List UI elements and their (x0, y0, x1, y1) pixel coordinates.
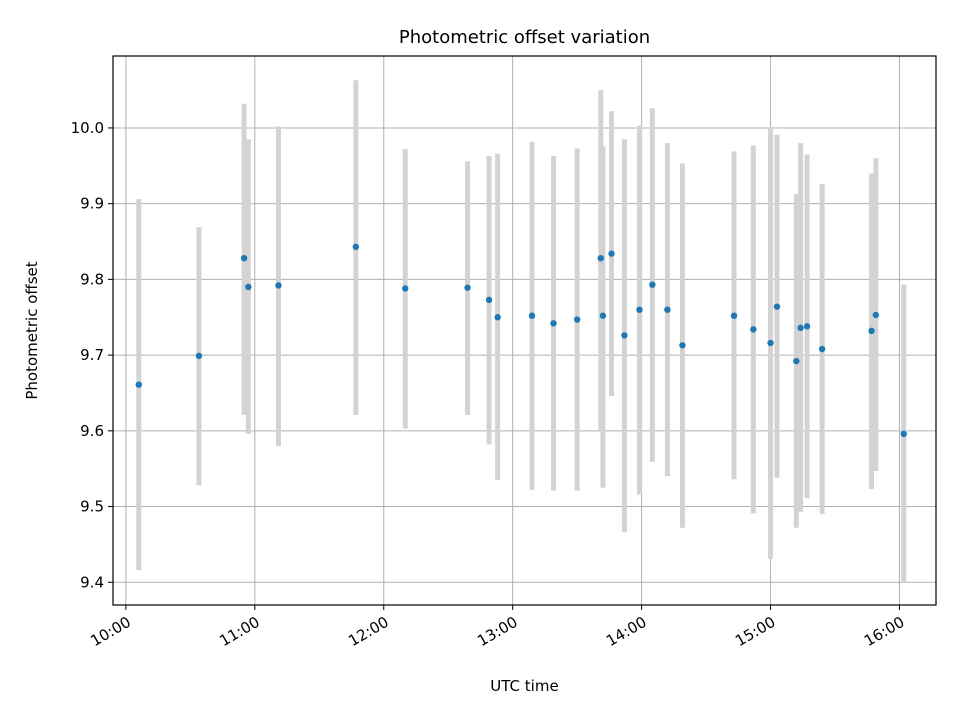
x-tick-label: 16:00 (861, 613, 907, 650)
plot-frame (112, 55, 937, 606)
x-tick-label: 11:00 (216, 613, 262, 650)
data-point (868, 327, 875, 335)
data-point (245, 283, 252, 291)
data-point (872, 311, 880, 319)
y-tick-label: 9.9 (80, 195, 104, 213)
data-point (494, 314, 501, 321)
y-tick-label: 10.0 (71, 119, 104, 137)
data-point (621, 332, 628, 339)
x-axis-label: UTC time (490, 677, 558, 695)
grid (113, 56, 936, 605)
error-bars (136, 80, 907, 584)
data-point (573, 316, 581, 323)
data-point (797, 324, 804, 332)
data-points (135, 243, 907, 438)
data-point (636, 306, 643, 313)
x-tick-label: 13:00 (474, 613, 520, 650)
data-point (597, 254, 604, 262)
data-point (750, 326, 757, 333)
data-point (135, 381, 142, 388)
data-point (195, 352, 203, 360)
x-tick-label: 14:00 (603, 613, 649, 650)
x-axis: 10:00 11:00 12:00 13:00 14:00 15:00 16:00 (87, 605, 907, 650)
data-point (352, 243, 360, 251)
data-point (528, 312, 536, 319)
y-tick-label: 9.8 (80, 270, 104, 288)
data-point (550, 320, 557, 327)
data-point (900, 430, 907, 438)
data-point (464, 284, 471, 291)
y-tick-label: 9.7 (80, 346, 104, 364)
data-point (767, 339, 774, 347)
y-tick-label: 9.6 (80, 422, 104, 440)
data-point (679, 342, 686, 349)
data-point (793, 357, 800, 365)
data-point (485, 296, 493, 304)
y-tick-label: 9.5 (80, 498, 104, 516)
data-point (773, 303, 781, 310)
y-tick-label: 9.4 (80, 573, 104, 591)
data-point (664, 306, 671, 313)
data-point (608, 250, 615, 257)
data-point (649, 281, 656, 288)
data-point (275, 282, 282, 289)
y-axis: 9.4 9.5 9.6 9.7 9.8 9.9 10.0 (71, 119, 113, 591)
data-point (818, 345, 826, 353)
data-point (803, 323, 811, 330)
data-point (402, 285, 409, 292)
data-point (730, 312, 738, 319)
y-axis-label: Photometric offset (23, 261, 41, 399)
x-tick-label: 10:00 (87, 613, 133, 650)
x-tick-label: 15:00 (732, 613, 778, 650)
data-point (240, 254, 248, 262)
x-tick-label: 12:00 (345, 613, 391, 650)
data-point (599, 312, 607, 319)
chart-title: Photometric offset variation (399, 27, 650, 48)
